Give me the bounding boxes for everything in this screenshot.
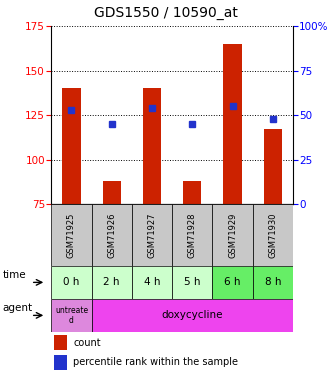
Bar — [51, 266, 92, 299]
Bar — [253, 204, 293, 266]
Text: GSM71927: GSM71927 — [148, 212, 157, 258]
Text: GSM71926: GSM71926 — [107, 212, 116, 258]
Bar — [143, 88, 161, 204]
Bar — [92, 204, 132, 266]
Bar — [103, 181, 121, 204]
Bar — [223, 44, 242, 204]
Text: percentile rank within the sample: percentile rank within the sample — [73, 357, 238, 368]
Text: GSM71930: GSM71930 — [268, 212, 277, 258]
Bar — [51, 299, 92, 332]
Bar — [213, 204, 253, 266]
Text: 2 h: 2 h — [104, 278, 120, 287]
Text: GDS1550 / 10590_at: GDS1550 / 10590_at — [94, 6, 237, 20]
Bar — [132, 204, 172, 266]
Bar — [183, 181, 201, 204]
Bar — [92, 299, 293, 332]
Text: 0 h: 0 h — [63, 278, 80, 287]
Bar — [253, 266, 293, 299]
Bar — [132, 266, 172, 299]
Text: count: count — [73, 338, 101, 348]
Text: GSM71925: GSM71925 — [67, 212, 76, 258]
Bar — [92, 266, 132, 299]
Bar — [62, 88, 80, 204]
Text: untreate
d: untreate d — [55, 306, 88, 325]
Text: doxycycline: doxycycline — [162, 310, 223, 320]
Bar — [172, 204, 213, 266]
Bar — [172, 266, 213, 299]
Bar — [264, 129, 282, 204]
Text: time: time — [3, 270, 26, 280]
Bar — [54, 335, 67, 350]
Text: GSM71929: GSM71929 — [228, 212, 237, 258]
Text: GSM71928: GSM71928 — [188, 212, 197, 258]
Bar — [54, 355, 67, 370]
Bar — [51, 204, 92, 266]
Bar — [213, 266, 253, 299]
Text: 6 h: 6 h — [224, 278, 241, 287]
Text: 8 h: 8 h — [264, 278, 281, 287]
Text: agent: agent — [3, 303, 33, 313]
Text: 4 h: 4 h — [144, 278, 160, 287]
Text: 5 h: 5 h — [184, 278, 201, 287]
